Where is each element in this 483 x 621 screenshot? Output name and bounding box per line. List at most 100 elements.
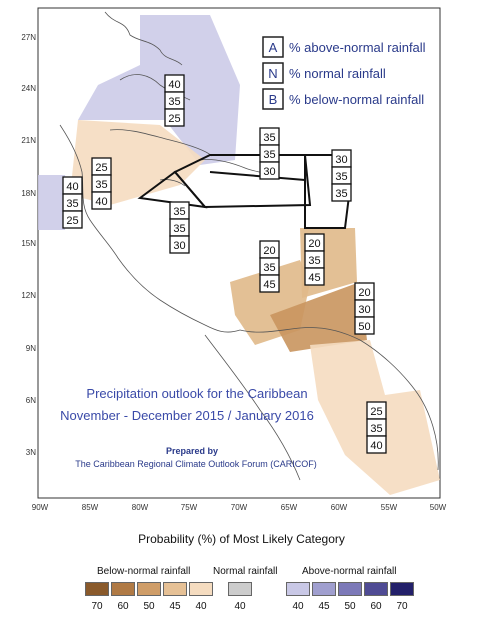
normal-colorbar <box>228 582 252 596</box>
above-color-swatch <box>390 582 414 596</box>
above-swatch-label: 40 <box>292 601 304 612</box>
legend-title: Probability (%) of Most Likely Category <box>138 532 345 546</box>
below-normal-colorbar <box>85 582 213 596</box>
probability-cell <box>354 316 375 335</box>
below-swatch-label: 70 <box>91 601 103 612</box>
above-swatch-label: 60 <box>370 601 382 612</box>
lon-label-70: 70W <box>231 503 248 512</box>
lon-label-55: 55W <box>381 503 398 512</box>
lat-label-27: 27N <box>21 33 36 42</box>
above-swatch-label: 70 <box>396 601 408 612</box>
below-color-swatch <box>111 582 135 596</box>
longitude-labels: 90W 85W 80W 75W 70W 65W 60W 55W 50W <box>32 503 447 512</box>
probability-value: 25 <box>168 113 180 125</box>
probability-cell <box>259 161 280 180</box>
prepared-by: Prepared by <box>166 446 218 456</box>
probability-cell <box>331 183 352 202</box>
probability-value: 35 <box>335 188 347 200</box>
map-key: A % above-normal rainfall N % normal rai… <box>262 36 426 110</box>
zone-trinidad-shading <box>270 282 367 352</box>
below-color-swatch <box>189 582 213 596</box>
above-color-swatch <box>338 582 362 596</box>
probability-box-leewards: 30 35 35 <box>331 149 352 202</box>
key-letter-b: B <box>269 92 278 107</box>
probability-value: 35 <box>263 132 275 144</box>
probability-box-turks: 35 35 30 <box>259 127 280 180</box>
latitude-labels: 27N 24N 21N 18N 15N 12N 9N 6N 3N <box>21 33 36 457</box>
above-color-swatch <box>364 582 388 596</box>
normal-color-swatch <box>228 582 252 596</box>
probability-cell <box>62 210 83 229</box>
lat-label-3: 3N <box>26 448 36 457</box>
normal-title: Normal rainfall <box>213 566 278 577</box>
below-swatch-label: 40 <box>195 601 207 612</box>
normal-labels: 40 <box>228 601 252 612</box>
probability-cell <box>91 191 112 210</box>
above-color-swatch <box>286 582 310 596</box>
probability-box-windwards: 20 35 45 <box>304 233 325 286</box>
lon-label-75: 75W <box>181 503 198 512</box>
probability-value: 35 <box>370 423 382 435</box>
above-normal-labels: 40 45 50 60 70 <box>286 601 414 612</box>
probability-value: 40 <box>95 196 107 208</box>
outlook-title-line2: November - December 2015 / January 2016 <box>60 408 314 423</box>
probability-value: 35 <box>173 223 185 235</box>
key-letter-n: N <box>268 66 277 81</box>
probability-value: 30 <box>335 154 347 166</box>
probability-box-trinidad: 20 30 50 <box>354 282 375 335</box>
probability-boxes: 40 35 25 35 35 30 30 35 35 40 35 25 25 35 40 35 35 30 20 35… <box>62 74 387 454</box>
probability-cell <box>304 267 325 286</box>
below-swatch-label: 60 <box>117 601 129 612</box>
probability-value: 30 <box>358 304 370 316</box>
outlook-title-line1: Precipitation outlook for the Caribbean <box>86 386 307 401</box>
lat-label-12: 12N <box>21 291 36 300</box>
probability-cell <box>366 435 387 454</box>
probability-box-belize: 40 35 25 <box>62 176 83 229</box>
probability-box-cayman: 25 35 40 <box>91 157 112 210</box>
probability-value: 25 <box>66 215 78 227</box>
lat-label-15: 15N <box>21 239 36 248</box>
below-normal-labels: 70 60 50 45 40 <box>85 601 213 612</box>
probability-cell <box>169 235 190 254</box>
above-normal-colorbar <box>286 582 414 596</box>
lat-label-24: 24N <box>21 84 36 93</box>
probability-value: 25 <box>370 406 382 418</box>
probability-value: 30 <box>173 240 185 252</box>
probability-box-abc: 20 35 45 <box>259 240 280 293</box>
below-swatch-label: 50 <box>143 601 155 612</box>
probability-value: 20 <box>308 238 320 250</box>
below-normal-title: Below-normal rainfall <box>97 566 191 577</box>
lon-label-80: 80W <box>132 503 149 512</box>
probability-value: 50 <box>358 321 370 333</box>
probability-value: 35 <box>263 262 275 274</box>
probability-value: 35 <box>173 206 185 218</box>
lat-label-6: 6N <box>26 396 36 405</box>
lon-label-60: 60W <box>331 503 348 512</box>
probability-value: 30 <box>263 166 275 178</box>
lat-label-21: 21N <box>21 136 36 145</box>
probability-value: 40 <box>66 181 78 193</box>
probability-value: 40 <box>168 79 180 91</box>
zone-bahamas-shading <box>78 15 240 165</box>
probability-value: 35 <box>168 96 180 108</box>
lon-label-85: 85W <box>82 503 99 512</box>
probability-value: 35 <box>335 171 347 183</box>
below-color-swatch <box>163 582 187 596</box>
normal-swatch-label: 40 <box>234 601 246 612</box>
probability-value: 20 <box>263 245 275 257</box>
probability-cell <box>259 274 280 293</box>
probability-value: 35 <box>95 179 107 191</box>
probability-value: 35 <box>66 198 78 210</box>
key-text-b: % below-normal rainfall <box>289 92 424 107</box>
probability-value: 45 <box>308 272 320 284</box>
lat-label-9: 9N <box>26 344 36 353</box>
probability-value: 20 <box>358 287 370 299</box>
above-normal-title: Above-normal rainfall <box>302 566 397 577</box>
probability-value: 25 <box>95 162 107 174</box>
probability-cell <box>164 108 185 127</box>
probability-value: 45 <box>263 279 275 291</box>
probability-box-jamaica: 35 35 30 <box>169 201 190 254</box>
below-swatch-label: 45 <box>169 601 181 612</box>
lon-label-90: 90W <box>32 503 49 512</box>
